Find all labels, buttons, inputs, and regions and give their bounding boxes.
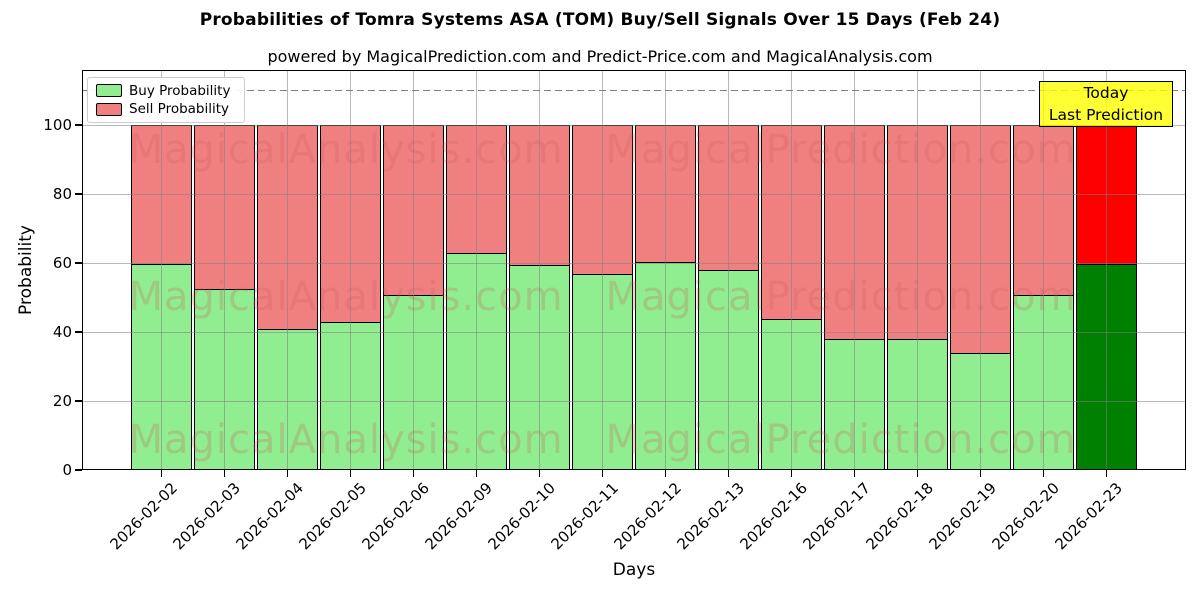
y-tick-mark bbox=[75, 331, 82, 333]
legend-sell-label: Sell Probability bbox=[129, 101, 230, 118]
sell-swatch-icon bbox=[96, 102, 122, 116]
x-tick-mark bbox=[223, 470, 226, 477]
chart-title: Probabilities of Tomra Systems ASA (TOM)… bbox=[199, 10, 1001, 30]
x-tick-mark bbox=[1042, 470, 1045, 477]
x-axis-label: Days bbox=[612, 560, 656, 580]
x-tick-label: 2026-02-05 bbox=[295, 479, 371, 554]
x-tick-label: 2026-02-16 bbox=[736, 479, 812, 554]
x-tick-mark bbox=[286, 470, 289, 477]
y-tick-mark bbox=[75, 193, 82, 195]
x-tick-label: 2026-02-11 bbox=[547, 479, 623, 554]
x-tick-mark bbox=[790, 470, 793, 477]
buy-swatch-icon bbox=[96, 84, 122, 98]
h-gridline bbox=[82, 193, 1186, 195]
h-gridline bbox=[82, 262, 1186, 264]
v-gridline bbox=[413, 70, 414, 470]
x-tick-label: 2026-02-04 bbox=[232, 479, 308, 554]
v-gridline bbox=[287, 70, 288, 470]
x-tick-mark bbox=[475, 470, 478, 477]
x-tick-mark bbox=[601, 470, 604, 477]
x-tick-label: 2026-02-02 bbox=[106, 479, 182, 554]
v-gridline bbox=[665, 70, 666, 470]
chart-subtitle: powered by MagicalPrediction.com and Pre… bbox=[267, 47, 933, 66]
watermark-text: MagicalPrediction.com bbox=[605, 417, 1077, 463]
legend-entry-buy: Buy Probability bbox=[96, 83, 236, 99]
v-gridline bbox=[539, 70, 540, 470]
x-tick-label: 2026-02-03 bbox=[169, 479, 245, 554]
annotation-line-2: Last Prediction bbox=[1048, 106, 1164, 124]
x-tick-mark bbox=[349, 470, 352, 477]
x-tick-label: 2026-02-19 bbox=[925, 479, 1001, 554]
h-gridline bbox=[82, 124, 1186, 126]
x-tick-mark bbox=[916, 470, 919, 477]
watermark-text: MagicalAnalysis.com bbox=[128, 274, 564, 320]
v-gridline bbox=[791, 70, 792, 470]
watermark-text: MagicalPrediction.com bbox=[605, 274, 1077, 320]
watermark-text: MagicalAnalysis.com bbox=[128, 127, 564, 173]
x-tick-label: 2026-02-20 bbox=[988, 479, 1064, 554]
x-tick-label: 2026-02-13 bbox=[673, 479, 749, 554]
v-gridline bbox=[917, 70, 918, 470]
h-gridline bbox=[82, 400, 1186, 402]
v-gridline bbox=[854, 70, 855, 470]
x-tick-mark bbox=[1105, 470, 1108, 477]
y-tick-label: 100 bbox=[43, 116, 72, 134]
v-gridline bbox=[602, 70, 603, 470]
x-tick-mark bbox=[538, 470, 541, 477]
y-tick-mark bbox=[75, 469, 82, 471]
x-tick-mark bbox=[664, 470, 667, 477]
legend-entry-sell: Sell Probability bbox=[96, 101, 236, 117]
x-tick-label: 2026-02-18 bbox=[862, 479, 938, 554]
legend-buy-label: Buy Probability bbox=[129, 82, 231, 99]
v-gridline bbox=[1106, 70, 1107, 470]
watermark-text: MagicalPrediction.com bbox=[605, 127, 1077, 173]
x-tick-mark bbox=[727, 470, 730, 477]
y-tick-mark bbox=[75, 262, 82, 264]
x-tick-label: 2026-02-09 bbox=[421, 479, 497, 554]
y-tick-label: 60 bbox=[52, 254, 72, 272]
y-tick-mark bbox=[75, 400, 82, 402]
today-annotation-box: Today Last Prediction bbox=[1039, 81, 1173, 127]
x-tick-mark bbox=[412, 470, 415, 477]
dashed-reference-line bbox=[82, 89, 1186, 92]
v-gridline bbox=[1043, 70, 1044, 470]
h-gridline bbox=[82, 331, 1186, 333]
y-tick-mark bbox=[75, 124, 82, 126]
x-tick-mark bbox=[979, 470, 982, 477]
x-tick-label: 2026-02-17 bbox=[799, 479, 875, 554]
x-tick-label: 2026-02-12 bbox=[610, 479, 686, 554]
x-tick-label: 2026-02-23 bbox=[1051, 479, 1127, 554]
y-tick-label: 80 bbox=[52, 185, 72, 203]
y-axis-label: Probability bbox=[16, 225, 36, 315]
y-tick-label: 20 bbox=[52, 392, 72, 410]
x-tick-label: 2026-02-06 bbox=[358, 479, 434, 554]
x-tick-label: 2026-02-10 bbox=[484, 479, 560, 554]
annotation-line-1: Today bbox=[1083, 83, 1129, 102]
v-gridline bbox=[728, 70, 729, 470]
legend: Buy Probability Sell Probability bbox=[87, 77, 245, 123]
y-tick-label: 0 bbox=[62, 461, 72, 479]
x-tick-mark bbox=[853, 470, 856, 477]
plot-area bbox=[82, 70, 1186, 470]
v-gridline bbox=[350, 70, 351, 470]
y-tick-label: 40 bbox=[52, 323, 72, 341]
x-tick-mark bbox=[160, 470, 163, 477]
v-gridline bbox=[224, 70, 225, 470]
v-gridline bbox=[980, 70, 981, 470]
watermark-text: MagicalAnalysis.com bbox=[128, 417, 564, 463]
v-gridline bbox=[161, 70, 162, 470]
v-gridline bbox=[476, 70, 477, 470]
